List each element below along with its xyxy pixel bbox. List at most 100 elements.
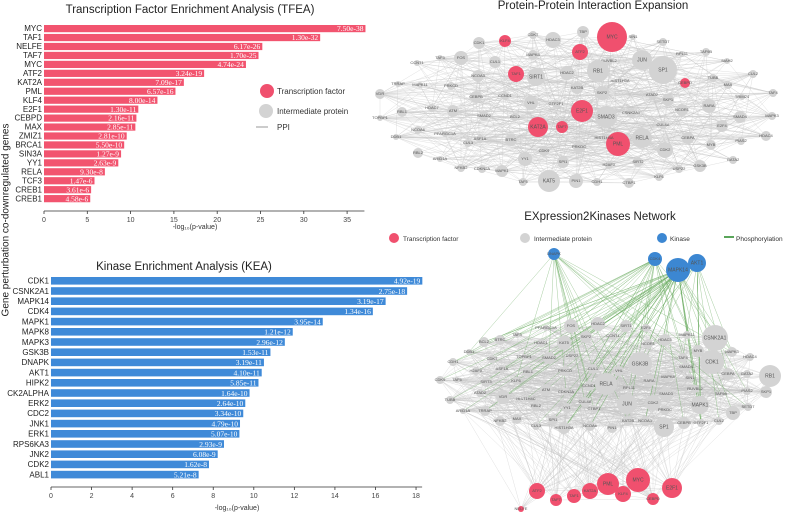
- node-label: RBL1: [523, 369, 534, 374]
- kea-category-label: JNK1: [29, 419, 49, 428]
- intermediate-node-circle: [447, 105, 459, 117]
- kea-category-label: ABL1: [29, 470, 49, 479]
- ppi-node-smad2: SMAD2: [477, 111, 492, 121]
- ppi-node-hdac7: HDAC7: [425, 104, 440, 112]
- kea-bar: [51, 338, 285, 346]
- node-label: GTF2F1: [549, 101, 565, 106]
- e2k-ppi-edge: [571, 355, 748, 392]
- node-label: GTF2F1: [694, 420, 710, 425]
- e2k-phosphorylation-edge: [548, 253, 555, 359]
- intermediate-node-circle: [624, 178, 634, 188]
- node-label: RELA: [599, 381, 613, 387]
- kea-category-label: CDC2: [27, 409, 49, 418]
- ppi-ppi-edge: [651, 94, 680, 170]
- e2k-ppi-edge: [536, 408, 595, 492]
- ppi-node-csnk2a1: CSNK2A1: [622, 108, 641, 118]
- node-label: CUL4A: [657, 122, 670, 127]
- ppi-node-siah2: SIAH2: [721, 58, 734, 64]
- ppi-node-rela: RELA: [632, 128, 652, 148]
- e2k-phosphorylation-edge: [553, 253, 713, 363]
- e2k-ppi-edge: [618, 370, 624, 495]
- ppi-node-cebpa: CEBPA: [681, 132, 695, 144]
- legend-intermediate-marker: [259, 104, 273, 118]
- ppi-ppi-edge: [524, 158, 701, 167]
- e2k-ppi-edge: [449, 396, 504, 401]
- kea-category-label: MAPK14: [17, 297, 49, 306]
- ppi-ppi-edge: [582, 31, 689, 139]
- intermediate-node-circle: [472, 367, 480, 375]
- e2k-node-tbp: TBP: [726, 406, 740, 420]
- e2k-ppi-edge: [607, 420, 646, 485]
- e2k-node-setd7: SETD7: [742, 403, 755, 411]
- node-label: NFKB2: [455, 165, 469, 170]
- e2k-node-hist1h3a: HIST1H3A: [554, 422, 574, 434]
- ppi-ppi-edge: [478, 42, 767, 137]
- ppi-ppi-edge: [522, 150, 545, 183]
- kea-x-tick-label: 0: [49, 493, 53, 500]
- e2k-phosphorylation-edge: [677, 269, 699, 352]
- tfea-bar-value-label: 3.61e-6: [66, 185, 89, 194]
- e2k-node-rara: RARA: [643, 375, 655, 387]
- intermediate-node-circle: [437, 55, 443, 61]
- tf-node-circle: [572, 44, 588, 60]
- kea-chart: Kinase Enrichment Analysis (KEA) -log₁₀(…: [7, 261, 423, 512]
- node-label: HDAC4: [759, 133, 773, 138]
- intermediate-node-circle: [643, 375, 655, 387]
- e2k-ppi-edge: [589, 350, 699, 427]
- tfea-bar: [44, 42, 263, 51]
- intermediate-node-circle: [569, 174, 583, 188]
- e2k-ppi-edge: [452, 361, 557, 501]
- e2k-node-asf1a: ASF1A: [496, 365, 509, 373]
- ppi-node-e2f1: E2F1: [571, 100, 593, 122]
- ppi-ppi-edge: [481, 124, 664, 170]
- ppi-node-cdh1: CDH1: [592, 178, 603, 186]
- intermediate-node-circle: [529, 31, 537, 39]
- node-label: CDK9: [435, 377, 446, 382]
- e2k-node-pin1: PIN1: [607, 423, 617, 433]
- e2k-ppi-edge: [485, 381, 537, 407]
- e2k-node-pml: PML: [597, 473, 619, 495]
- tf-node-circle: [597, 473, 619, 495]
- ppi-ppi-edge: [566, 72, 653, 96]
- e2k-ppi-edge: [535, 420, 629, 427]
- node-label: RELA: [635, 135, 649, 141]
- intermediate-node-circle: [663, 372, 673, 382]
- ppi-node-taf9b: TAF9B: [700, 48, 712, 56]
- node-label: HDAC7: [425, 105, 439, 110]
- ppi-node-nfkb2: NFKB2: [455, 164, 469, 172]
- tf-node-circle: [567, 489, 581, 503]
- node-label: KLF6: [511, 378, 521, 383]
- node-label: RARA: [643, 378, 654, 383]
- node-label: CUL3: [531, 423, 542, 428]
- ppi-node-skp1: SKP1: [662, 94, 674, 106]
- ppi-ppi-edge: [416, 62, 680, 170]
- ppi-node-ppargc1a: PPARGC1A: [434, 131, 456, 137]
- kea-x-tick-label: 12: [290, 493, 298, 500]
- node-label: SP1: [659, 424, 669, 430]
- node-label: SIRT1: [529, 74, 543, 80]
- intermediate-node-circle: [470, 91, 482, 103]
- ppi-ppi-edge: [479, 138, 550, 182]
- intermediate-node-circle: [543, 352, 555, 364]
- node-label: JUN: [637, 57, 647, 63]
- e2k-node-bcl2: BCL2: [479, 337, 490, 347]
- e2k-legend-tf-label: Transcription factor: [403, 236, 459, 243]
- node-label: NFKB2: [494, 418, 508, 423]
- node-label: NCOA6: [411, 127, 426, 132]
- node-label: FOS: [567, 323, 576, 328]
- ppi-ppi-edge: [379, 93, 503, 172]
- intermediate-node-circle: [505, 134, 517, 146]
- e2k-node-fos: FOS: [564, 319, 578, 333]
- intermediate-node-circle: [580, 331, 592, 343]
- tfea-bar: [44, 186, 92, 194]
- intermediate-node-circle: [706, 140, 716, 150]
- e2k-ppi-edge: [462, 410, 720, 422]
- ppi-node-max: MAX: [724, 81, 733, 89]
- ppi-ppi-edge: [444, 115, 485, 135]
- intermediate-node-circle: [588, 364, 598, 374]
- intermediate-node-circle: [540, 384, 552, 396]
- node-label: RUVBL2: [687, 386, 703, 391]
- intermediate-node-circle: [595, 106, 617, 128]
- intermediate-node-circle: [577, 26, 589, 38]
- intermediate-node-circle: [454, 51, 468, 65]
